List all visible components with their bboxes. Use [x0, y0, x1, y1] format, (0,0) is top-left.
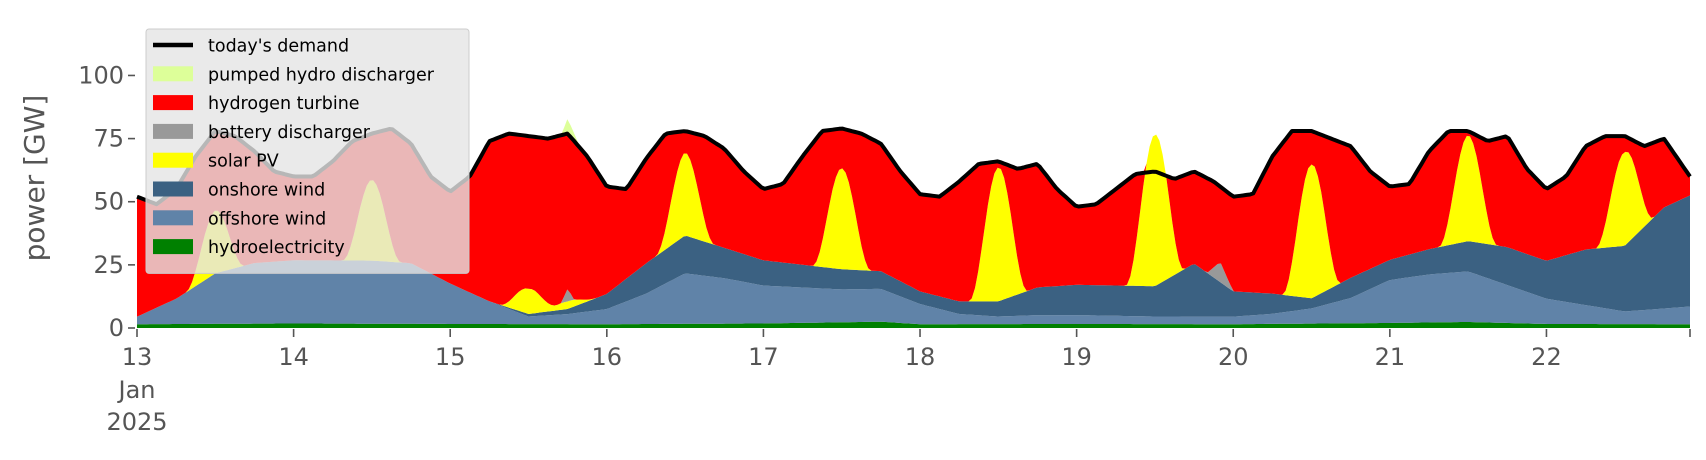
legend-label: onshore wind [208, 181, 325, 201]
x-tick-label: 15 [435, 343, 466, 371]
legend-swatch [153, 239, 193, 255]
x-tick-sublabel: 2025 [106, 408, 167, 436]
legend-label: offshore wind [208, 209, 326, 229]
y-tick-label: 75 [93, 125, 124, 153]
x-tick-label: 20 [1218, 343, 1249, 371]
legend-swatch [153, 95, 193, 111]
legend-box [145, 28, 470, 274]
x-tick-label: 17 [748, 343, 779, 371]
x-tick-label: 16 [592, 343, 623, 371]
legend-swatch [153, 123, 193, 139]
x-tick-label: 13 [122, 343, 153, 371]
legend-swatch [153, 181, 193, 197]
area-solar-pv [137, 134, 1690, 317]
y-tick-label: 100 [78, 61, 124, 89]
legend-label: today's demand [208, 37, 349, 57]
area-hydrogen-turbine [137, 128, 1690, 317]
area-hydroelectricity [137, 321, 1690, 328]
y-tick-label: 25 [93, 251, 124, 279]
legend-swatch [153, 152, 193, 168]
legend-label: pumped hydro discharger [208, 65, 435, 85]
legend-label: hydrogen turbine [208, 94, 360, 114]
y-tick-label: 50 [93, 188, 124, 216]
legend-swatch [153, 66, 193, 82]
x-tick-label: 14 [278, 343, 309, 371]
x-tick-label: 22 [1531, 343, 1562, 371]
axes: 0 25 50 75 100 13 Jan 2025 14 15 16 17 18 19 20 21 22 [78, 61, 1691, 436]
legend-swatch [153, 210, 193, 226]
y-tick-label: 0 [109, 314, 124, 342]
legend: today's demand pumped hydro discharger hyd… [145, 28, 470, 274]
x-tick-sublabel: Jan [117, 376, 156, 404]
legend-label: solar PV [208, 152, 279, 172]
y-axis-title: power [GW] [18, 95, 51, 262]
legend-label: battery discharger [208, 123, 371, 143]
x-tick-label: 21 [1375, 343, 1406, 371]
x-tick-label: 18 [905, 343, 936, 371]
area-onshore-wind [137, 195, 1690, 317]
x-tick-label: 19 [1061, 343, 1092, 371]
legend-label: hydroelectricity [208, 238, 345, 258]
